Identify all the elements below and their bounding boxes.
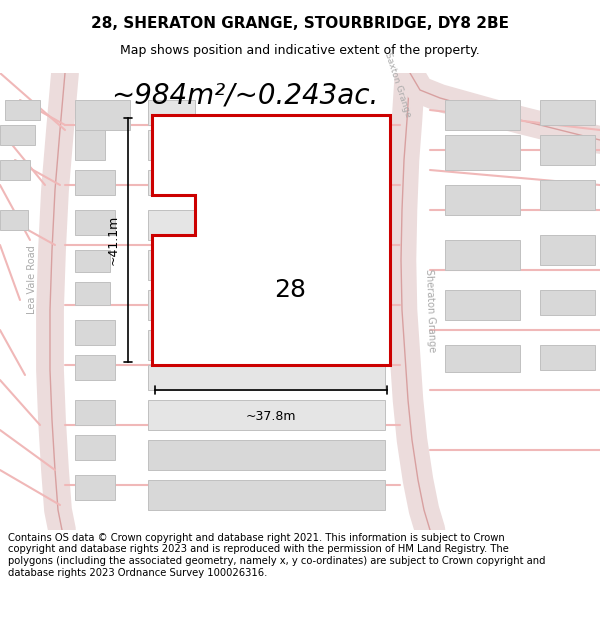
- Polygon shape: [148, 440, 385, 470]
- Polygon shape: [148, 400, 385, 430]
- Polygon shape: [275, 135, 330, 165]
- Text: ~41.1m: ~41.1m: [107, 215, 120, 265]
- Polygon shape: [148, 100, 195, 125]
- Polygon shape: [445, 135, 520, 170]
- Text: ~984m²/~0.243ac.: ~984m²/~0.243ac.: [112, 81, 379, 109]
- Polygon shape: [75, 320, 115, 345]
- Polygon shape: [210, 170, 265, 200]
- Polygon shape: [148, 250, 195, 280]
- Polygon shape: [445, 185, 520, 215]
- Polygon shape: [5, 100, 40, 120]
- Text: ~37.8m: ~37.8m: [246, 410, 296, 423]
- Polygon shape: [445, 100, 520, 130]
- Text: Map shows position and indicative extent of the property.: Map shows position and indicative extent…: [120, 44, 480, 57]
- Polygon shape: [445, 240, 520, 270]
- Polygon shape: [148, 330, 385, 360]
- Polygon shape: [75, 130, 105, 160]
- Polygon shape: [540, 100, 595, 125]
- Polygon shape: [210, 135, 265, 165]
- Polygon shape: [75, 475, 115, 500]
- Text: Sheraton Grange: Sheraton Grange: [424, 268, 436, 352]
- Polygon shape: [210, 250, 265, 280]
- Polygon shape: [75, 282, 110, 305]
- Polygon shape: [275, 170, 330, 200]
- Polygon shape: [540, 290, 595, 315]
- Text: 28, SHERATON GRANGE, STOURBRIDGE, DY8 2BE: 28, SHERATON GRANGE, STOURBRIDGE, DY8 2B…: [91, 16, 509, 31]
- Text: Contains OS data © Crown copyright and database right 2021. This information is : Contains OS data © Crown copyright and d…: [8, 533, 545, 578]
- Polygon shape: [0, 210, 28, 230]
- Polygon shape: [148, 480, 385, 510]
- Polygon shape: [0, 125, 35, 145]
- Polygon shape: [540, 180, 595, 210]
- Polygon shape: [0, 160, 30, 180]
- Polygon shape: [75, 400, 115, 425]
- Polygon shape: [148, 210, 195, 240]
- Text: 28: 28: [274, 278, 306, 302]
- Polygon shape: [75, 355, 115, 380]
- Polygon shape: [75, 435, 115, 460]
- Polygon shape: [148, 290, 265, 320]
- Text: Saxton Grange: Saxton Grange: [383, 51, 413, 119]
- Polygon shape: [148, 170, 195, 195]
- Polygon shape: [445, 290, 520, 320]
- Polygon shape: [75, 170, 115, 195]
- Polygon shape: [75, 100, 130, 130]
- Polygon shape: [540, 135, 595, 165]
- Polygon shape: [75, 250, 110, 272]
- Polygon shape: [75, 210, 115, 235]
- Polygon shape: [148, 365, 385, 390]
- Polygon shape: [540, 345, 595, 370]
- Text: Lea Vale Road: Lea Vale Road: [27, 246, 37, 314]
- Polygon shape: [445, 345, 520, 372]
- Polygon shape: [148, 130, 195, 160]
- Polygon shape: [152, 115, 390, 365]
- Polygon shape: [210, 210, 265, 240]
- Polygon shape: [540, 235, 595, 265]
- Polygon shape: [275, 210, 330, 240]
